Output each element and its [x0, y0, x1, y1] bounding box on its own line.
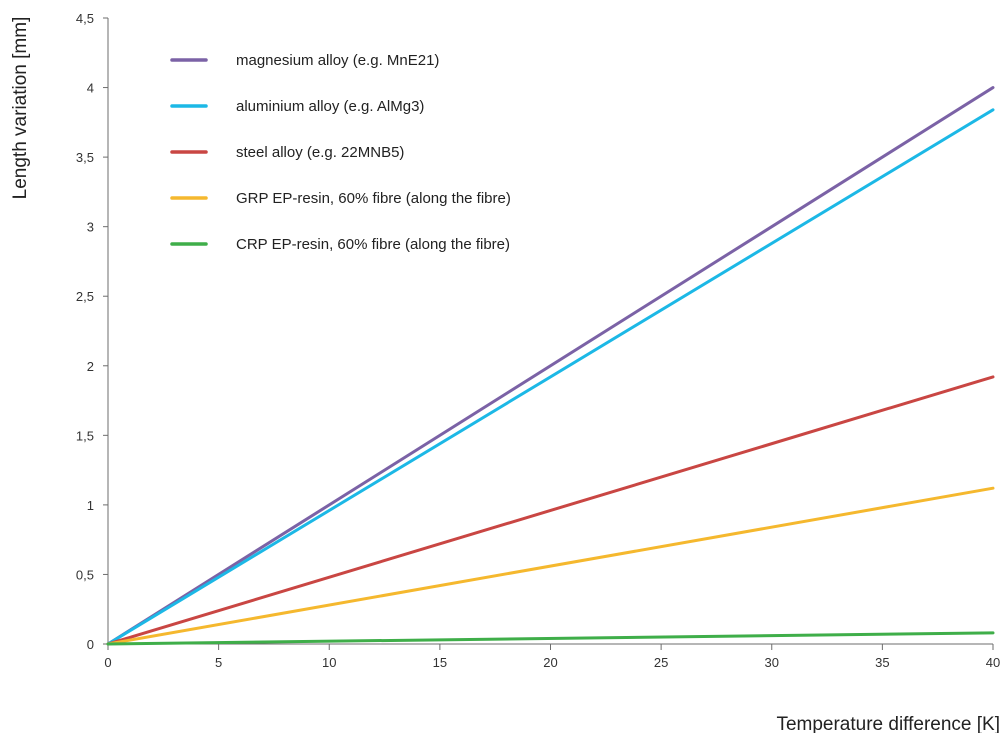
x-tick-label: 5 — [215, 655, 222, 670]
x-tick-label: 20 — [543, 655, 557, 670]
legend-label: steel alloy (e.g. 22MNB5) — [236, 144, 404, 161]
legend-label: aluminium alloy (e.g. AlMg3) — [236, 98, 424, 115]
y-tick-label: 4,5 — [76, 11, 94, 26]
y-tick-label: 0 — [87, 637, 94, 652]
x-tick-label: 10 — [322, 655, 336, 670]
x-tick-label: 0 — [104, 655, 111, 670]
series-lines — [106, 86, 995, 646]
y-tick-label: 1,5 — [76, 428, 94, 443]
x-tick-label: 35 — [875, 655, 889, 670]
y-tick-label: 2 — [87, 359, 94, 374]
x-tick-label: 30 — [765, 655, 779, 670]
y-tick-label: 2,5 — [76, 289, 94, 304]
x-tick-label: 40 — [986, 655, 1000, 670]
series-line — [106, 86, 995, 646]
legend-label: CRP EP-resin, 60% fibre (along the fibre… — [236, 236, 510, 253]
legend: magnesium alloy (e.g. MnE21) aluminium al… — [170, 52, 511, 253]
y-tick-label: 1 — [87, 498, 94, 513]
series-line — [106, 108, 995, 646]
x-tick-label: 15 — [433, 655, 447, 670]
legend-label: GRP EP-resin, 60% fibre (along the fibre… — [236, 190, 511, 207]
legend-label: magnesium alloy (e.g. MnE21) — [236, 52, 439, 69]
series-line — [106, 375, 995, 646]
x-axis-ticks: 0 5 10 15 20 25 30 35 40 — [104, 644, 1000, 670]
y-axis-ticks: 0 0,5 1 1,5 2 2,5 3 3,5 4 4,5 — [76, 11, 108, 652]
y-tick-label: 3,5 — [76, 150, 94, 165]
series-line — [106, 631, 995, 646]
y-tick-label: 0,5 — [76, 567, 94, 582]
y-tick-label: 4 — [87, 81, 94, 96]
x-axis-title: Temperature difference [K] — [776, 714, 1000, 733]
x-tick-label: 25 — [654, 655, 668, 670]
y-axis-title: Length variation [mm] — [10, 17, 31, 200]
series-line — [106, 486, 995, 646]
y-tick-label: 3 — [87, 220, 94, 235]
